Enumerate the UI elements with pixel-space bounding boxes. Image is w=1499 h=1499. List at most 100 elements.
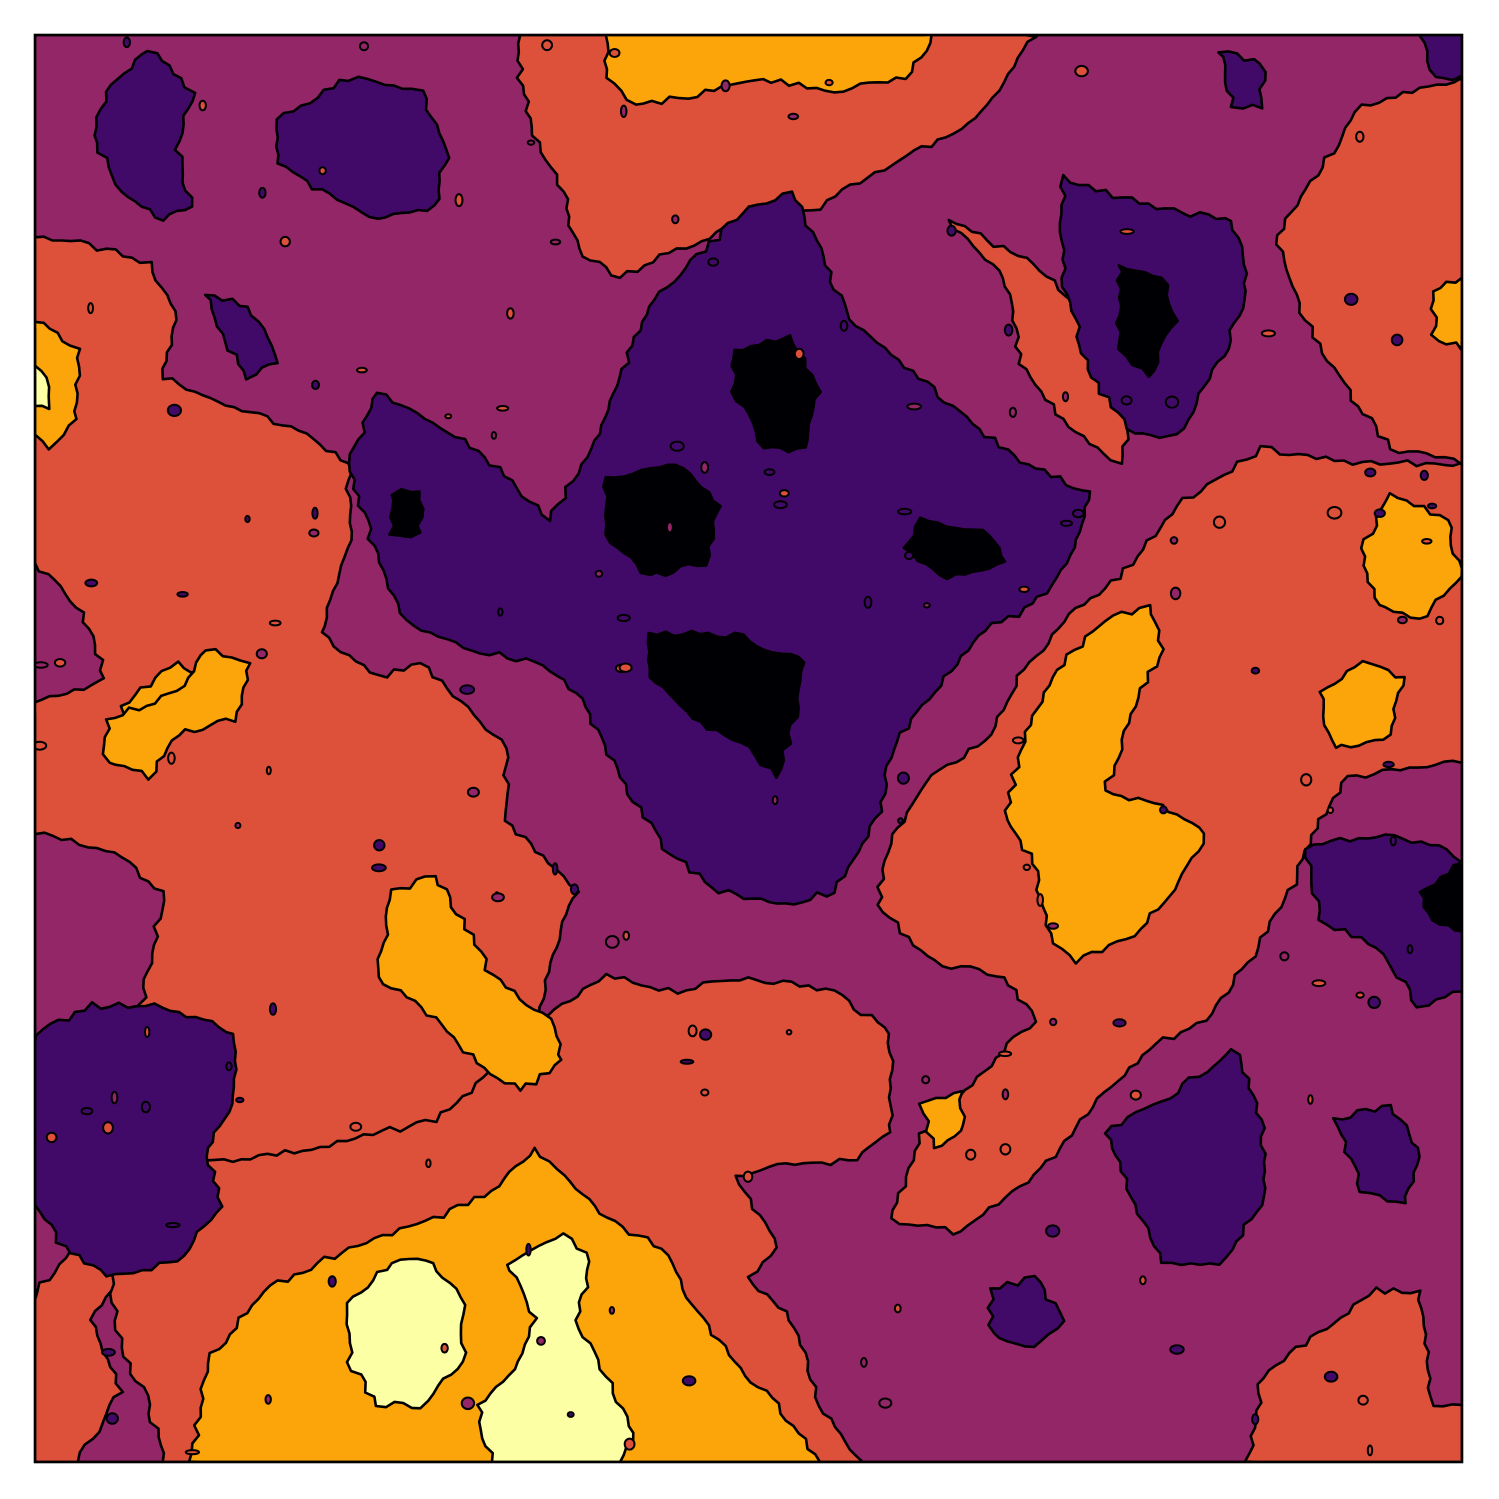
contour-islet xyxy=(144,1025,151,1039)
contour-islet xyxy=(35,661,49,669)
contour-islet xyxy=(1251,1413,1260,1426)
contour-region-level-0-right-edge xyxy=(1418,861,1462,933)
contour-region-level-5-bottom-left xyxy=(345,1257,468,1410)
contour-islet xyxy=(490,431,498,440)
contour-islet xyxy=(699,1028,713,1041)
contour-islet xyxy=(1364,467,1377,478)
contour-islet xyxy=(700,461,710,474)
contour-islet xyxy=(1129,1089,1142,1101)
contour-islet xyxy=(623,1437,636,1451)
contour-region-level-3-bottom-right xyxy=(1243,1286,1462,1462)
contour-islet xyxy=(1390,333,1404,347)
contour-islet xyxy=(122,36,132,49)
contour-islet xyxy=(105,1412,119,1425)
contour-islet xyxy=(999,1143,1012,1156)
contour-islet xyxy=(671,214,680,225)
contour-islet xyxy=(311,506,319,520)
contour-islet xyxy=(549,238,562,246)
contour-islet xyxy=(616,613,631,623)
contour-islet xyxy=(608,48,621,58)
contour-islet xyxy=(1001,1088,1010,1101)
contour-region-level-0-left-small xyxy=(388,488,425,539)
contour-region-level-0-upper-right xyxy=(1115,264,1179,378)
contour-islet xyxy=(1366,1444,1374,1457)
contour-islet xyxy=(787,112,800,121)
contour-islet xyxy=(946,224,957,237)
contour-region-level-0-center-left xyxy=(602,463,722,578)
contour-region-level-0-center-bottom xyxy=(646,629,806,779)
contour-islet xyxy=(893,1303,902,1314)
contour-islet xyxy=(700,1088,710,1097)
contour-region-level-1-top-right-edge xyxy=(1217,50,1267,110)
contour-islet xyxy=(1419,469,1429,481)
contour-islet xyxy=(371,863,387,873)
contour-islet xyxy=(35,740,48,751)
contour-islet xyxy=(1018,585,1030,593)
contour-islet xyxy=(594,569,604,578)
contour-islet xyxy=(1060,519,1073,527)
contour-islet xyxy=(665,521,674,534)
contour-islet xyxy=(965,1148,977,1161)
contour-islet xyxy=(1427,502,1438,510)
contour-islet xyxy=(373,839,386,852)
contour-islet xyxy=(45,1131,58,1144)
contour-islet xyxy=(878,1397,893,1409)
contour-region-level-1-right-bottom xyxy=(1103,1047,1267,1267)
contour-islet xyxy=(1307,1094,1314,1105)
contour-islet xyxy=(742,1170,754,1183)
contour-islet xyxy=(1049,1017,1058,1027)
contour-islet xyxy=(669,440,685,452)
contour-islet xyxy=(110,1090,119,1105)
contour-islet xyxy=(785,1029,793,1036)
contour-islet xyxy=(921,1075,931,1085)
contour-region-level-5-left-edge xyxy=(35,363,51,411)
contour-islet xyxy=(244,514,251,524)
contour-islet xyxy=(863,595,873,609)
contour-region-level-1-right-top xyxy=(1303,833,1462,1009)
contour-region-level-4-right-arm xyxy=(1003,603,1206,965)
contour-region-level-0-top-center xyxy=(730,334,822,454)
contour-region-level-4-left-edge xyxy=(35,320,82,451)
contour-islet xyxy=(608,1306,616,1315)
contour-islet xyxy=(87,302,94,315)
contour-islet xyxy=(860,1357,868,1368)
contour-islet xyxy=(897,507,913,516)
contour-islet xyxy=(167,751,176,765)
contour-islet xyxy=(1008,406,1018,418)
contour-islet xyxy=(906,402,923,411)
contour-islet xyxy=(184,1449,200,1456)
contour-islet xyxy=(1036,893,1044,907)
contour-islet xyxy=(541,39,553,52)
contour-region-level-3-far-right xyxy=(1274,76,1462,466)
contour-region-level-1-top-left xyxy=(93,49,197,222)
contour-region-level-1-top-mid xyxy=(274,75,451,221)
contour-islet xyxy=(793,347,805,361)
contour-islet xyxy=(460,1396,476,1411)
contour-islet xyxy=(1071,508,1085,519)
contour-region-level-4-right-blob xyxy=(1359,491,1462,620)
contour-islet xyxy=(234,821,242,830)
contour-islet xyxy=(80,1106,94,1116)
contour-islet xyxy=(1212,515,1227,529)
contour-islet xyxy=(1421,538,1433,545)
contour-region-level-4-lower-mid xyxy=(917,1089,967,1150)
contour-region-level-1-right-edge-top xyxy=(1417,35,1462,82)
contour-islet xyxy=(235,1096,245,1104)
contour-islet xyxy=(265,765,272,776)
contour-islet xyxy=(140,1100,151,1114)
contour-region-level-4-bottom-mass xyxy=(187,1146,822,1462)
contour-islet xyxy=(1397,615,1408,625)
contour-islet xyxy=(551,862,559,876)
contour-islet xyxy=(1389,835,1397,847)
contour-islet xyxy=(622,930,631,941)
contour-islet xyxy=(998,1050,1013,1058)
contour-islet xyxy=(358,41,370,52)
contour-islet xyxy=(1164,395,1180,409)
contour-region-level-1-center-mass xyxy=(347,190,1092,906)
contour-islet xyxy=(773,500,788,510)
contour-islet xyxy=(1326,806,1335,815)
contour-islet xyxy=(1343,292,1359,306)
contour-islet xyxy=(604,935,620,949)
contour-islet xyxy=(308,528,320,538)
